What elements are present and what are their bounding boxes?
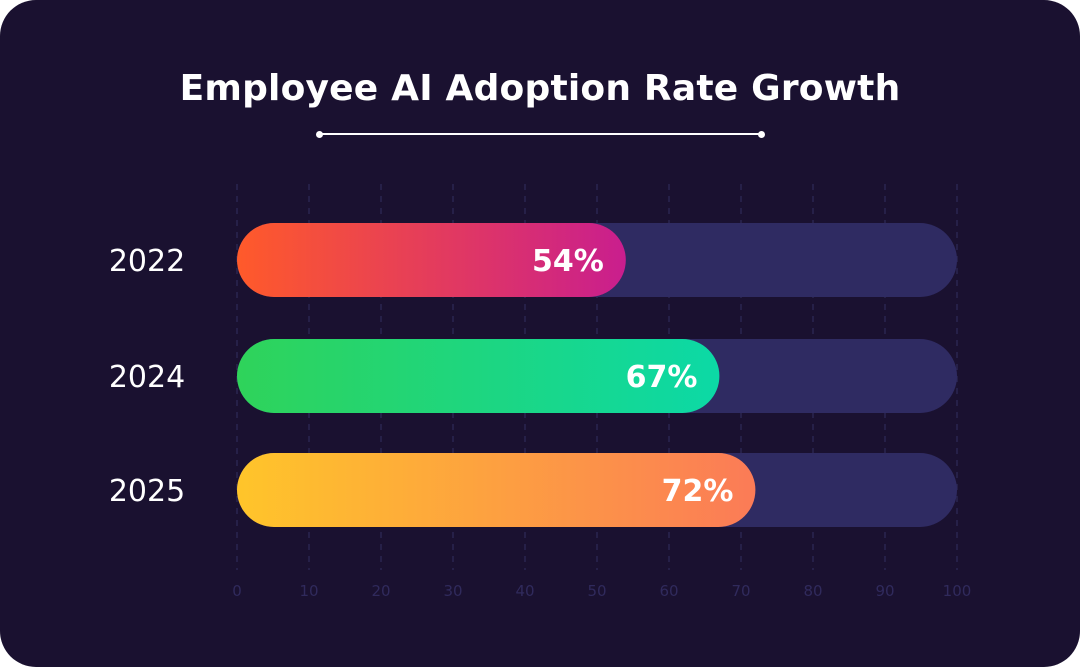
category-label-2025: 2025	[109, 474, 185, 509]
x-tick-label-50: 50	[587, 582, 606, 600]
x-tick-label-70: 70	[731, 582, 750, 600]
bar-2024	[237, 339, 720, 413]
x-tick-label-60: 60	[659, 582, 678, 600]
bar-value-label-2024: 67%	[626, 360, 698, 395]
x-tick-label-100: 100	[943, 582, 972, 600]
bar-group-2022: 54% 2022	[109, 223, 957, 297]
underline-left-dot	[316, 130, 323, 138]
chart-title: Employee AI Adoption Rate Growth	[179, 68, 901, 109]
x-tick-label-20: 20	[371, 582, 390, 600]
category-label-2022: 2022	[109, 244, 185, 279]
x-tick-label-0: 0	[232, 582, 242, 600]
x-tick-label-40: 40	[515, 582, 534, 600]
x-tick-label-80: 80	[803, 582, 822, 600]
bars: 54% 2022 67% 2024 72% 2025	[109, 223, 957, 527]
category-label-2024: 2024	[109, 360, 185, 395]
bar-group-2025: 72% 2025	[109, 453, 957, 527]
bar-2025	[237, 453, 756, 527]
x-axis-ticks: 0 10 20 30 40 50 60 70 80 90 100	[232, 582, 971, 600]
bar-group-2024: 67% 2024	[109, 339, 957, 413]
bar-value-label-2022: 54%	[532, 244, 604, 279]
x-tick-label-10: 10	[299, 582, 318, 600]
x-tick-label-90: 90	[875, 582, 894, 600]
underline-right-dot	[758, 130, 765, 138]
bar-2022	[237, 223, 626, 297]
title-underline	[316, 130, 765, 138]
bar-value-label-2025: 72%	[662, 474, 734, 509]
x-tick-label-30: 30	[443, 582, 462, 600]
